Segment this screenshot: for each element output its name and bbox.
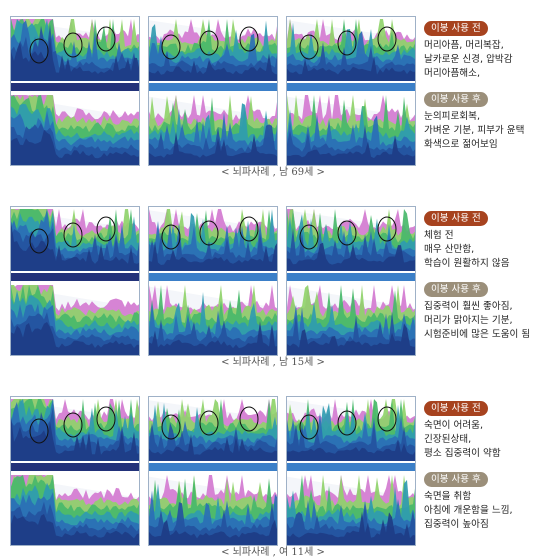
- after-use-badge: 이봉 사용 후: [424, 92, 488, 107]
- spectrogram-image: [149, 399, 277, 545]
- spectrogram-image: [287, 399, 415, 545]
- before-use-badge: 이봉 사용 전: [424, 401, 488, 416]
- after-description: 집중력이 훨씬 좋아짐, 머리가 맑아지는 기분, 시험준비에 많은 도움이 됨: [424, 301, 531, 340]
- highlight-circle: [337, 220, 357, 246]
- highlight-circle: [199, 410, 219, 436]
- highlight-circle: [239, 216, 259, 242]
- brainwave-case-1: 이봉 사용 전 머리아픔, 머리복잡, 날카로운 신경, 압박감 머리아픔해소,…: [0, 0, 546, 178]
- highlight-circle: [377, 26, 397, 52]
- brainwave-graph-panel: [10, 396, 140, 546]
- highlight-circle: [63, 412, 83, 438]
- brainwave-case-2: 이봉 사용 전 체험 전 매우 산만함, 학습이 원활하지 않음 이봉 사용 후…: [0, 190, 546, 368]
- highlight-circle: [96, 216, 116, 242]
- highlight-circle: [299, 224, 319, 250]
- case-info: 이봉 사용 전 체험 전 매우 산만함, 학습이 원활하지 않음 이봉 사용 후…: [424, 206, 544, 348]
- highlight-circle: [377, 216, 397, 242]
- highlight-circle: [239, 26, 259, 52]
- brainwave-graph-panel: [148, 396, 278, 546]
- after-description: 눈의피로회복, 가벼운 기분, 피부가 윤택 화색으로 젊어보임: [424, 111, 525, 150]
- brainwave-graphs: [10, 396, 418, 546]
- brainwave-graph-panel: [148, 206, 278, 356]
- spectrogram-image: [11, 399, 139, 545]
- highlight-circle: [377, 406, 397, 432]
- highlight-circle: [239, 406, 259, 432]
- highlight-circle: [29, 38, 49, 64]
- spectrogram-image: [11, 19, 139, 165]
- spectrogram-image: [287, 209, 415, 355]
- before-description: 머리아픔, 머리복잡, 날카로운 신경, 압박감 머리아픔해소,: [424, 40, 513, 79]
- before-use-badge: 이봉 사용 전: [424, 211, 488, 226]
- brainwave-graph-panel: [286, 396, 416, 546]
- highlight-circle: [337, 410, 357, 436]
- case-caption: < 뇌파사례 , 여 11세 >: [221, 547, 325, 558]
- highlight-circle: [96, 406, 116, 432]
- highlight-circle: [299, 34, 319, 60]
- highlight-circle: [96, 26, 116, 52]
- highlight-circle: [199, 30, 219, 56]
- highlight-circle: [299, 414, 319, 440]
- case-caption: < 뇌파사례 , 남 69세 >: [221, 167, 325, 178]
- highlight-circle: [199, 220, 219, 246]
- after-use-badge: 이봉 사용 후: [424, 472, 488, 487]
- highlight-circle: [161, 224, 181, 250]
- highlight-circle: [161, 34, 181, 60]
- spectrogram-image: [149, 209, 277, 355]
- case-info: 이봉 사용 전 머리아픔, 머리복잡, 날카로운 신경, 압박감 머리아픔해소,…: [424, 16, 544, 158]
- case-caption: < 뇌파사례 , 남 15세 >: [221, 357, 325, 368]
- brainwave-graph-panel: [286, 16, 416, 166]
- before-description: 체험 전 매우 산만함, 학습이 원활하지 않음: [424, 230, 510, 269]
- case-info: 이봉 사용 전 숙면이 어려움, 긴장된상태, 평소 집중력이 약함 이봉 사용…: [424, 396, 544, 538]
- before-use-badge: 이봉 사용 전: [424, 21, 488, 36]
- highlight-circle: [29, 228, 49, 254]
- highlight-circle: [337, 30, 357, 56]
- after-description: 숙면을 취함 아침에 개운함을 느낌, 집중력이 높아짐: [424, 491, 513, 530]
- brainwave-graph-panel: [10, 206, 140, 356]
- highlight-circle: [29, 418, 49, 444]
- brainwave-graphs: [10, 206, 418, 356]
- highlight-circle: [161, 414, 181, 440]
- spectrogram-image: [287, 19, 415, 165]
- after-use-badge: 이봉 사용 후: [424, 282, 488, 297]
- brainwave-graph-panel: [148, 16, 278, 166]
- brainwave-case-3: 이봉 사용 전 숙면이 어려움, 긴장된상태, 평소 집중력이 약함 이봉 사용…: [0, 380, 546, 558]
- brainwave-graph-panel: [10, 16, 140, 166]
- highlight-circle: [63, 222, 83, 248]
- spectrogram-image: [149, 19, 277, 165]
- highlight-circle: [63, 32, 83, 58]
- brainwave-graph-panel: [286, 206, 416, 356]
- brainwave-graphs: [10, 16, 418, 166]
- spectrogram-image: [11, 209, 139, 355]
- before-description: 숙면이 어려움, 긴장된상태, 평소 집중력이 약함: [424, 420, 501, 459]
